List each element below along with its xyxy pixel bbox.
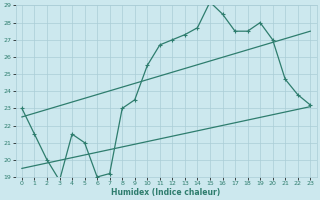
X-axis label: Humidex (Indice chaleur): Humidex (Indice chaleur) xyxy=(111,188,221,197)
